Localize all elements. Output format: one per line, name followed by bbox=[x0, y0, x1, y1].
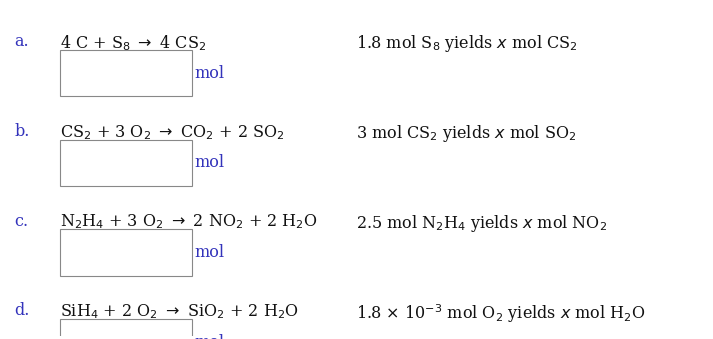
Text: b.: b. bbox=[14, 123, 29, 140]
Text: 1.8 mol S$_{8}$ yields $x$ mol CS$_{2}$: 1.8 mol S$_{8}$ yields $x$ mol CS$_{2}$ bbox=[356, 33, 578, 54]
Text: 4 C + S$_{8}$ $\rightarrow$ 4 CS$_{2}$: 4 C + S$_{8}$ $\rightarrow$ 4 CS$_{2}$ bbox=[59, 33, 206, 53]
Text: mol: mol bbox=[195, 154, 225, 171]
FancyBboxPatch shape bbox=[59, 319, 193, 339]
Text: mol: mol bbox=[195, 244, 225, 261]
Text: 3 mol CS$_{2}$ yields $x$ mol SO$_{2}$: 3 mol CS$_{2}$ yields $x$ mol SO$_{2}$ bbox=[356, 123, 577, 144]
Text: 1.8 $\times$ 10$^{-3}$ mol O$_{2}$ yields $x$ mol H$_{2}$O: 1.8 $\times$ 10$^{-3}$ mol O$_{2}$ yield… bbox=[356, 302, 646, 325]
FancyBboxPatch shape bbox=[59, 229, 193, 276]
Text: CS$_{2}$ + 3 O$_{2}$ $\rightarrow$ CO$_{2}$ + 2 SO$_{2}$: CS$_{2}$ + 3 O$_{2}$ $\rightarrow$ CO$_{… bbox=[59, 123, 284, 142]
Text: mol: mol bbox=[195, 65, 225, 82]
Text: N$_{2}$H$_{4}$ + 3 O$_{2}$ $\rightarrow$ 2 NO$_{2}$ + 2 H$_{2}$O: N$_{2}$H$_{4}$ + 3 O$_{2}$ $\rightarrow$… bbox=[59, 213, 317, 232]
Text: SiH$_{4}$ + 2 O$_{2}$ $\rightarrow$ SiO$_{2}$ + 2 H$_{2}$O: SiH$_{4}$ + 2 O$_{2}$ $\rightarrow$ SiO$… bbox=[59, 302, 299, 321]
Text: 2.5 mol N$_{2}$H$_{4}$ yields $x$ mol NO$_{2}$: 2.5 mol N$_{2}$H$_{4}$ yields $x$ mol NO… bbox=[356, 213, 607, 234]
FancyBboxPatch shape bbox=[59, 50, 193, 96]
Text: mol: mol bbox=[195, 334, 225, 339]
Text: a.: a. bbox=[14, 33, 29, 50]
FancyBboxPatch shape bbox=[59, 140, 193, 186]
Text: d.: d. bbox=[14, 302, 29, 319]
Text: c.: c. bbox=[14, 213, 29, 230]
